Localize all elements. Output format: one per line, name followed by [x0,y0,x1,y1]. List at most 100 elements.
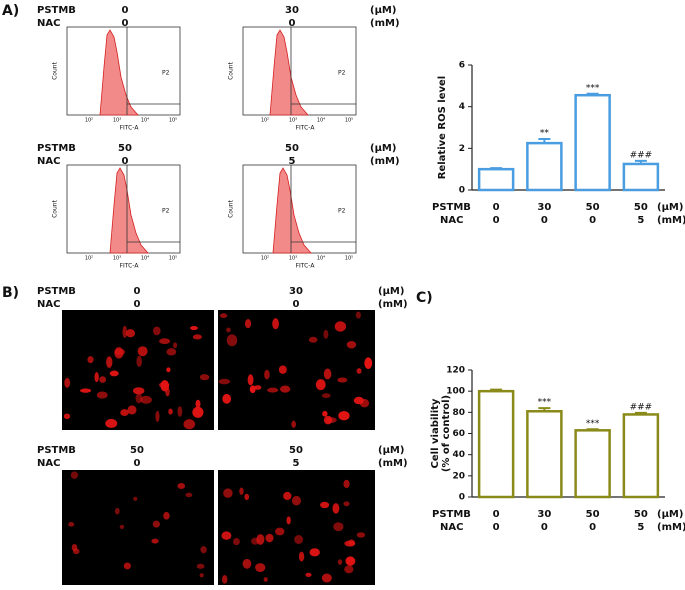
cell [135,393,143,404]
y-tick-label: 20 [452,471,465,481]
x-tick-label: 10² [85,118,93,124]
x-tick-label: 10⁵ [345,118,353,124]
cell [99,376,107,383]
cell [63,413,71,420]
cell [122,325,128,338]
cell [114,507,120,515]
axis-label: Count [228,61,235,79]
cell [109,370,119,377]
unit: (mM) [370,156,400,167]
condition: 0 [493,202,500,213]
cell [68,522,75,527]
cell [356,532,366,538]
cell [87,356,94,364]
cell [244,319,252,329]
cell [177,406,183,417]
cell [321,393,331,399]
unit: (μM) [657,509,683,520]
cell [106,356,113,368]
cell [265,533,274,543]
condition: 50 [285,143,299,154]
cell [183,419,196,430]
x-tick-label: 10⁵ [169,118,177,124]
row-label: PSTMB [432,509,471,520]
x-tick-label: 10⁵ [345,256,353,262]
y-axis-label: Cell viability [430,398,441,468]
cell [192,334,202,340]
cell [132,387,145,395]
y-tick-label: 0 [459,493,465,503]
condition: 0 [134,458,141,469]
cell [249,385,256,394]
cell [253,385,262,390]
cell [278,365,287,374]
cell [218,378,231,385]
y-tick-label: 2 [459,144,465,154]
cell [119,524,125,530]
cell [344,565,354,574]
annotation: *** [586,419,600,429]
bar [622,413,660,499]
error-bar [586,428,599,431]
cell [72,548,80,555]
micrograph [62,470,214,585]
y-axis-label: Relative ROS level [437,76,448,179]
cell [338,410,350,421]
unit: (μM) [378,445,404,456]
y-tick-label: 100 [446,387,465,397]
cell [136,355,143,367]
cell [195,399,201,408]
bar [574,93,611,192]
cell [242,558,252,569]
cell [321,573,332,583]
panel-label: C) [416,290,433,306]
condition: 0 [541,215,548,226]
cell [356,368,362,374]
axis-label: Count [228,199,235,217]
cell [333,522,344,532]
row-label: NAC [37,299,60,310]
condition: 0 [541,522,548,533]
condition: 5 [289,156,296,167]
unit: (mM) [657,215,685,226]
cell [155,410,160,423]
gate-label: P2 [162,208,170,215]
error-bar [538,407,551,412]
cell [322,410,328,417]
condition: 50 [130,445,144,456]
cell [159,338,171,345]
cell [294,535,304,544]
cell [127,405,137,415]
axis-label: FITC-A [296,263,316,270]
y-tick-label: 80 [452,408,465,418]
cell [168,408,173,415]
cell [337,559,343,565]
cell [200,546,207,554]
x-tick-label: 10² [85,256,93,262]
x-tick-label: 10⁵ [169,256,177,262]
x-tick-label: 10³ [113,256,121,262]
cell [251,537,260,545]
cell [244,493,250,501]
cell [320,501,330,509]
histogram [99,29,139,116]
cell [247,374,254,386]
y-tick-label: 4 [459,102,465,112]
cell [199,573,204,578]
condition: 30 [537,509,551,520]
condition: 0 [493,509,500,520]
condition: 50 [634,509,648,520]
x-tick-label: 10⁴ [317,256,325,262]
condition: 0 [122,156,129,167]
condition: 0 [122,18,129,29]
cell [226,327,231,333]
cell [192,406,204,418]
panel-label: B) [2,285,19,301]
cell [221,574,228,584]
cell [347,556,353,565]
histogram [109,167,149,254]
cell [196,563,205,569]
cell [323,368,332,380]
condition: 50 [586,202,600,213]
bar [477,167,515,192]
